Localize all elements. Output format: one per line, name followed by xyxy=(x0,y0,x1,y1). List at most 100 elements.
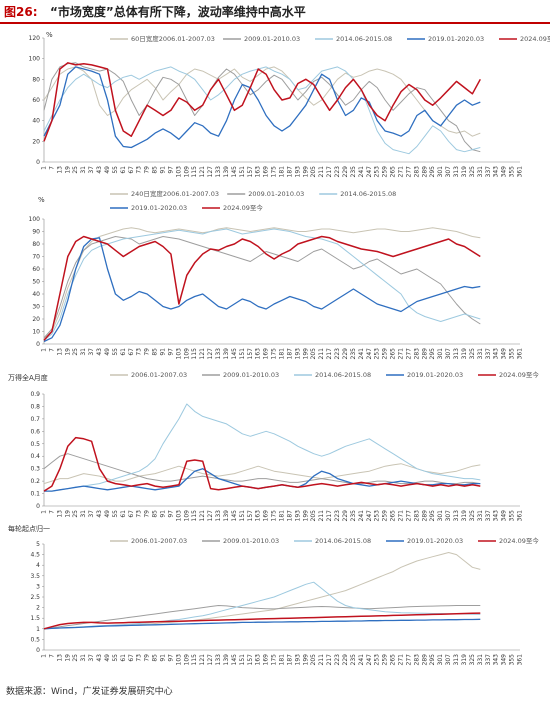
x-tick-label: 91 xyxy=(160,166,167,174)
x-tick-label: 325 xyxy=(469,510,476,522)
x-tick-label: 121 xyxy=(199,510,206,522)
x-tick-label: 55 xyxy=(112,654,119,662)
x-tick-label: 217 xyxy=(326,654,333,666)
y-tick-label: 60 xyxy=(32,266,40,273)
x-tick-label: 247 xyxy=(366,166,373,178)
x-tick-label: 73 xyxy=(136,654,143,662)
x-tick-label: 175 xyxy=(271,510,278,522)
x-tick-label: 181 xyxy=(279,348,286,360)
y-tick-label: 0.5 xyxy=(30,441,40,448)
x-tick-label: 67 xyxy=(128,166,135,174)
x-tick-label: 295 xyxy=(429,348,436,360)
y-tick-label: 100 xyxy=(29,56,41,63)
x-tick-label: 331 xyxy=(477,348,484,360)
x-tick-label: 139 xyxy=(223,654,230,666)
y-tick-label: 0.8 xyxy=(30,403,40,410)
x-tick-label: 7 xyxy=(48,348,55,352)
y-tick-label: 40 xyxy=(32,291,40,298)
x-tick-label: 79 xyxy=(144,510,151,518)
x-tick-label: 187 xyxy=(286,510,293,522)
x-tick-label: 151 xyxy=(239,510,246,522)
x-tick-label: 253 xyxy=(374,510,381,522)
x-tick-label: 169 xyxy=(263,654,270,666)
x-tick-label: 343 xyxy=(493,348,500,360)
x-tick-label: 211 xyxy=(318,510,325,522)
x-tick-label: 157 xyxy=(247,654,254,666)
x-tick-label: 97 xyxy=(167,510,174,518)
x-tick-label: 133 xyxy=(215,654,222,666)
y-tick-label: 0 xyxy=(36,159,40,166)
x-tick-label: 37 xyxy=(88,348,95,356)
x-tick-label: 289 xyxy=(421,166,428,178)
x-tick-label: 1 xyxy=(41,348,48,352)
x-tick-label: 1 xyxy=(41,654,48,658)
x-tick-label: 109 xyxy=(183,348,190,360)
y-tick-label: 20 xyxy=(32,138,40,145)
x-tick-label: 67 xyxy=(128,348,135,356)
y-tick-label: 0.9 xyxy=(30,391,40,398)
x-tick-label: 211 xyxy=(318,654,325,666)
x-tick-label: 247 xyxy=(366,510,373,522)
x-tick-label: 49 xyxy=(104,510,111,518)
x-tick-label: 1 xyxy=(41,166,48,170)
x-tick-label: 157 xyxy=(247,348,254,360)
x-tick-label: 91 xyxy=(160,348,167,356)
x-tick-label: 61 xyxy=(120,166,127,174)
x-tick-label: 271 xyxy=(398,348,405,360)
x-tick-label: 79 xyxy=(144,166,151,174)
x-tick-label: 343 xyxy=(493,510,500,522)
x-tick-label: 127 xyxy=(207,166,214,178)
x-tick-label: 271 xyxy=(398,654,405,666)
x-tick-label: 1 xyxy=(41,510,48,514)
legend-label: 2014.06-2015.08 xyxy=(336,35,392,43)
x-tick-label: 325 xyxy=(469,654,476,666)
series-line-2 xyxy=(43,605,481,630)
x-tick-label: 283 xyxy=(413,166,420,178)
x-tick-label: 349 xyxy=(501,510,508,522)
x-tick-label: 295 xyxy=(429,654,436,666)
x-tick-label: 7 xyxy=(48,510,55,514)
x-tick-label: 25 xyxy=(72,510,79,518)
y-tick-label: 2 xyxy=(36,605,40,612)
x-tick-label: 49 xyxy=(104,166,111,174)
x-tick-label: 337 xyxy=(485,166,492,178)
legend: 240日宽度2006.01-2007.03 2009.01-2010.03 2014… xyxy=(110,189,396,212)
x-tick-label: 187 xyxy=(286,348,293,360)
x-tick-label: 145 xyxy=(231,166,238,178)
x-tick-label: 181 xyxy=(279,166,286,178)
x-tick-label: 103 xyxy=(175,166,182,178)
x-tick-label: 223 xyxy=(334,510,341,522)
x-tick-label: 235 xyxy=(350,510,357,522)
chart-panel-2: % 0 10 20 30 40 50 60 70 80 90 100 1 7 13 19 25 31 37 43 49 5… xyxy=(29,189,524,359)
series-line-5 xyxy=(43,436,481,492)
x-tick-label: 13 xyxy=(56,166,63,174)
x-tick-label: 55 xyxy=(112,348,119,356)
y-tick-label: 0.2 xyxy=(30,478,40,485)
x-tick-label: 19 xyxy=(64,348,71,356)
x-tick-label: 13 xyxy=(56,510,63,518)
x-tick-label: 265 xyxy=(390,166,397,178)
x-tick-label: 265 xyxy=(390,510,397,522)
x-tick-label: 37 xyxy=(88,654,95,662)
x-tick-label: 19 xyxy=(64,654,71,662)
x-tick-label: 61 xyxy=(120,654,127,662)
x-tick-label: 157 xyxy=(247,166,254,178)
x-tick-label: 361 xyxy=(517,348,524,360)
x-tick-label: 79 xyxy=(144,654,151,662)
x-tick-label: 13 xyxy=(56,348,63,356)
x-tick-label: 337 xyxy=(485,348,492,360)
x-tick-label: 283 xyxy=(413,510,420,522)
x-tick-label: 55 xyxy=(112,166,119,174)
x-tick-label: 187 xyxy=(286,166,293,178)
x-tick-label: 109 xyxy=(183,510,190,522)
x-tick-label: 331 xyxy=(477,654,484,666)
x-tick-label: 97 xyxy=(167,166,174,174)
x-tick-label: 343 xyxy=(493,654,500,666)
x-tick-label: 157 xyxy=(247,510,254,522)
y-tick-label: 50 xyxy=(32,279,40,286)
x-tick-label: 175 xyxy=(271,348,278,360)
series-line-5 xyxy=(43,235,481,341)
legend-label: 2014.06-2015.08 xyxy=(340,190,396,198)
legend-label: 2019.01-2020.03 xyxy=(407,537,463,545)
